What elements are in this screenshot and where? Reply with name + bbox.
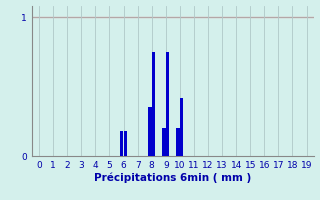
Bar [124,131,127,156]
Bar [120,131,124,156]
Bar [180,98,183,156]
Bar [148,107,152,156]
X-axis label: Précipitations 6min ( mm ): Précipitations 6min ( mm ) [94,173,252,183]
Bar [166,52,169,156]
Bar [162,128,166,156]
Bar [176,128,180,156]
Bar [152,52,155,156]
